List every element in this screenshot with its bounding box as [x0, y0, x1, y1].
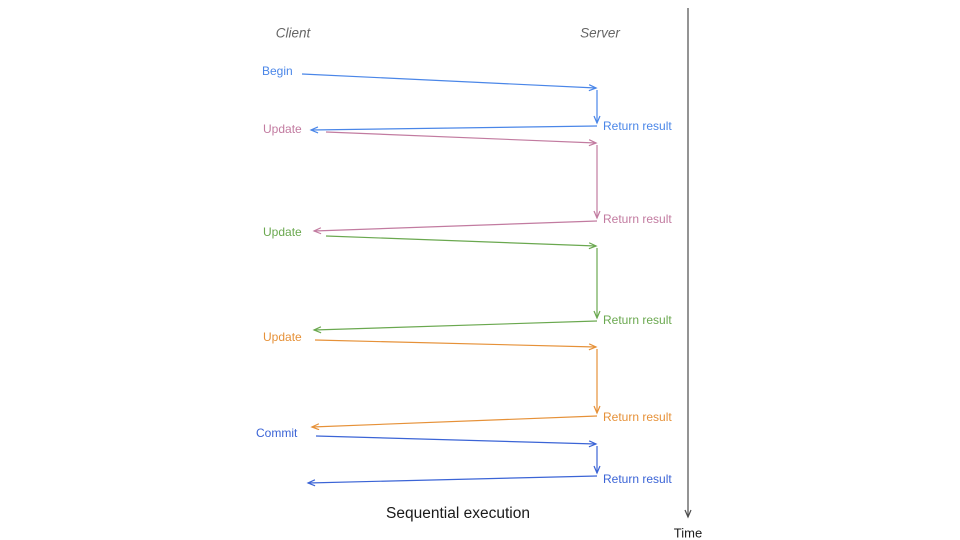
server-column-header: Server: [580, 25, 620, 41]
request-arrow: [315, 435, 596, 444]
return-arrow: [308, 475, 598, 483]
request-label: Update: [263, 122, 302, 136]
request-label: Commit: [256, 426, 298, 440]
response-label: Return result: [603, 472, 672, 486]
response-label: Return result: [603, 212, 672, 226]
response-label: Return result: [603, 410, 672, 424]
request-label: Update: [263, 330, 302, 344]
request-arrow: [325, 235, 596, 246]
response-label: Return result: [603, 119, 672, 133]
return-arrow: [314, 220, 598, 231]
request-arrow: [325, 131, 596, 143]
request-arrow: [314, 339, 596, 347]
time-axis-label: Time: [673, 525, 703, 540]
client-column-header: Client: [275, 25, 311, 41]
return-arrow: [312, 415, 598, 427]
request-label: Begin: [262, 64, 293, 78]
return-arrow: [314, 320, 598, 330]
response-label: Return result: [603, 313, 672, 327]
return-arrow: [311, 125, 598, 130]
request-label: Update: [263, 225, 302, 239]
request-arrow: [301, 73, 596, 88]
diagram-title: Sequential execution: [386, 505, 530, 522]
